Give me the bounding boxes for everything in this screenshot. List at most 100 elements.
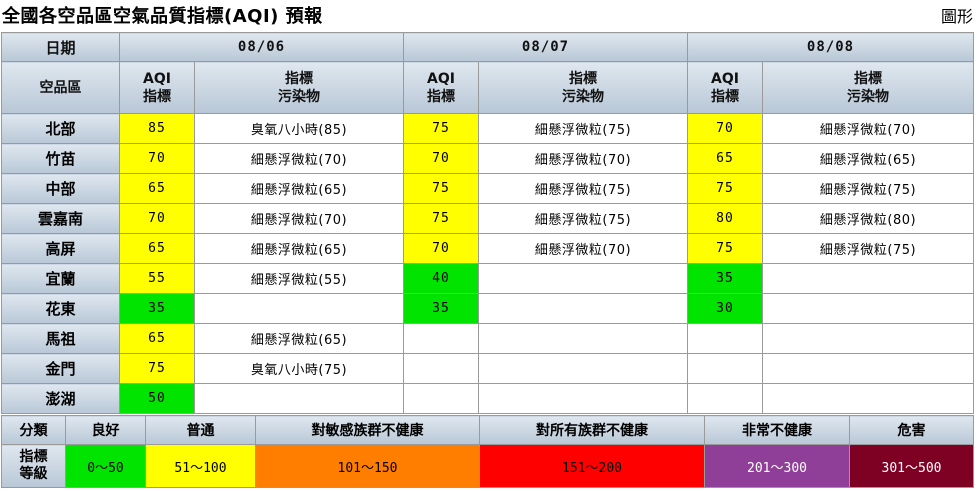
legend-range-good: 0～50 <box>65 444 146 488</box>
aqi-value-cell: 80 <box>687 203 763 234</box>
region-name: 宜蘭 <box>1 263 120 294</box>
pollutant-cell: 細懸浮微粒(65) <box>762 143 974 174</box>
region-row: 中部 65 細懸浮微粒(65) 75 細懸浮微粒(75) 75 細懸浮微粒(75) <box>1 173 974 204</box>
legend-category-label: 分類 <box>1 415 66 445</box>
pollutant-cell: 細懸浮微粒(80) <box>762 203 974 234</box>
aqi-value-cell <box>403 323 479 354</box>
aqi-value-cell: 70 <box>119 203 195 234</box>
date-header-day3: 08/08 <box>687 32 974 62</box>
pollutant-cell: 細懸浮微粒(75) <box>478 173 688 204</box>
legend-index-label: 指標 等級 <box>1 444 66 488</box>
pollutant-subheader-line2: 污染物 <box>278 88 320 105</box>
aqi-value-cell: 65 <box>687 143 763 174</box>
pollutant-cell: 細懸浮微粒(75) <box>762 233 974 264</box>
legend-range-usg: 101～150 <box>255 444 480 488</box>
legend-category-unhealthy: 對所有族群不健康 <box>479 415 705 445</box>
region-row: 竹苗 70 細懸浮微粒(70) 70 細懸浮微粒(70) 65 細懸浮微粒(65) <box>1 143 974 174</box>
aqi-subheader: AQI 指標 <box>687 61 763 114</box>
aqi-value-cell: 70 <box>687 113 763 144</box>
pollutant-cell <box>478 323 688 354</box>
region-name: 中部 <box>1 173 120 204</box>
region-header-label: 空品區 <box>1 61 120 114</box>
pollutant-cell: 細懸浮微粒(65) <box>194 173 404 204</box>
pollutant-subheader: 指標 污染物 <box>194 61 404 114</box>
legend-range-unhealthy: 151～200 <box>479 444 705 488</box>
region-row: 金門 75 臭氧八小時(75) <box>1 353 974 384</box>
pollutant-cell: 細懸浮微粒(65) <box>194 233 404 264</box>
pollutant-subheader-line1: 指標 <box>285 70 313 87</box>
aqi-value-cell: 75 <box>687 173 763 204</box>
pollutant-subheader: 指標 污染物 <box>478 61 688 114</box>
pollutant-cell: 細懸浮微粒(75) <box>478 203 688 234</box>
legend-range-very_unhealthy: 201～300 <box>704 444 850 488</box>
pollutant-cell <box>478 383 688 414</box>
pollutant-subheader-line1: 指標 <box>569 70 597 87</box>
pollutant-cell: 臭氧八小時(75) <box>194 353 404 384</box>
pollutant-cell <box>762 263 974 294</box>
aqi-subheader-line1: AQI <box>427 70 455 87</box>
aqi-value-cell: 30 <box>687 293 763 324</box>
aqi-value-cell: 70 <box>403 143 479 174</box>
pollutant-cell: 細懸浮微粒(75) <box>762 173 974 204</box>
aqi-value-cell: 75 <box>403 113 479 144</box>
legend-index-label-line2: 等級 <box>19 466 48 482</box>
pollutant-cell: 臭氧八小時(85) <box>194 113 404 144</box>
aqi-subheader: AQI 指標 <box>403 61 479 114</box>
date-header-label: 日期 <box>1 32 120 62</box>
pollutant-subheader-line2: 污染物 <box>847 88 889 105</box>
aqi-value-cell <box>687 353 763 384</box>
aqi-value-cell: 70 <box>119 143 195 174</box>
aqi-value-cell: 35 <box>403 293 479 324</box>
pollutant-cell <box>762 383 974 414</box>
aqi-value-cell <box>403 353 479 384</box>
aqi-subheader-line2: 指標 <box>427 88 455 105</box>
pollutant-cell: 細懸浮微粒(70) <box>478 233 688 264</box>
aqi-legend-table: 分類 良好 普通 對敏感族群不健康 對所有族群不健康 非常不健康 危害 指標 等級 0～5… <box>1 415 974 488</box>
region-row: 馬祖 65 細懸浮微粒(65) <box>1 323 974 354</box>
region-name: 澎湖 <box>1 383 120 414</box>
region-row: 宜蘭 55 細懸浮微粒(55) 40 35 <box>1 263 974 294</box>
pollutant-cell <box>478 263 688 294</box>
aqi-value-cell <box>403 383 479 414</box>
aqi-value-cell: 65 <box>119 173 195 204</box>
aqi-subheader: AQI 指標 <box>119 61 195 114</box>
aqi-value-cell <box>687 383 763 414</box>
pollutant-cell <box>478 293 688 324</box>
legend-range-hazardous: 301～500 <box>849 444 974 488</box>
pollutant-cell <box>194 293 404 324</box>
region-row: 雲嘉南 70 細懸浮微粒(70) 75 細懸浮微粒(75) 80 細懸浮微粒(80) <box>1 203 974 234</box>
pollutant-cell <box>478 353 688 384</box>
aqi-subheader-line1: AQI <box>143 70 171 87</box>
pollutant-subheader: 指標 污染物 <box>762 61 974 114</box>
aqi-value-cell: 70 <box>403 233 479 264</box>
region-row: 澎湖 50 <box>1 383 974 414</box>
legend-category-moderate: 普通 <box>145 415 256 445</box>
aqi-subheader-line2: 指標 <box>711 88 739 105</box>
page-title: 全國各空品區空氣品質指標(AQI) 預報 <box>2 6 323 27</box>
legend-category-good: 良好 <box>65 415 146 445</box>
region-name: 竹苗 <box>1 143 120 174</box>
date-header-day2: 08/07 <box>403 32 688 62</box>
pollutant-cell <box>194 383 404 414</box>
graph-view-link[interactable]: 圖形 <box>940 7 973 26</box>
aqi-forecast-table: 日期 08/06 08/07 08/08 空品區 AQI 指標 指標 污染物 AQI 指標… <box>1 32 974 414</box>
region-name: 北部 <box>1 113 120 144</box>
region-row: 北部 85 臭氧八小時(85) 75 細懸浮微粒(75) 70 細懸浮微粒(70) <box>1 113 974 144</box>
aqi-value-cell: 55 <box>119 263 195 294</box>
pollutant-cell: 細懸浮微粒(65) <box>194 323 404 354</box>
date-header-day1: 08/06 <box>119 32 404 62</box>
aqi-value-cell: 50 <box>119 383 195 414</box>
pollutant-subheader-line1: 指標 <box>854 70 882 87</box>
aqi-value-cell: 75 <box>403 173 479 204</box>
region-name: 馬祖 <box>1 323 120 354</box>
legend-category-very_unhealthy: 非常不健康 <box>704 415 850 445</box>
aqi-value-cell: 65 <box>119 233 195 264</box>
pollutant-cell: 細懸浮微粒(70) <box>194 143 404 174</box>
region-row: 高屏 65 細懸浮微粒(65) 70 細懸浮微粒(70) 75 細懸浮微粒(75) <box>1 233 974 264</box>
region-name: 雲嘉南 <box>1 203 120 234</box>
legend-category-usg: 對敏感族群不健康 <box>255 415 480 445</box>
pollutant-cell: 細懸浮微粒(70) <box>478 143 688 174</box>
region-name: 高屏 <box>1 233 120 264</box>
pollutant-cell: 細懸浮微粒(70) <box>762 113 974 144</box>
pollutant-cell <box>762 353 974 384</box>
